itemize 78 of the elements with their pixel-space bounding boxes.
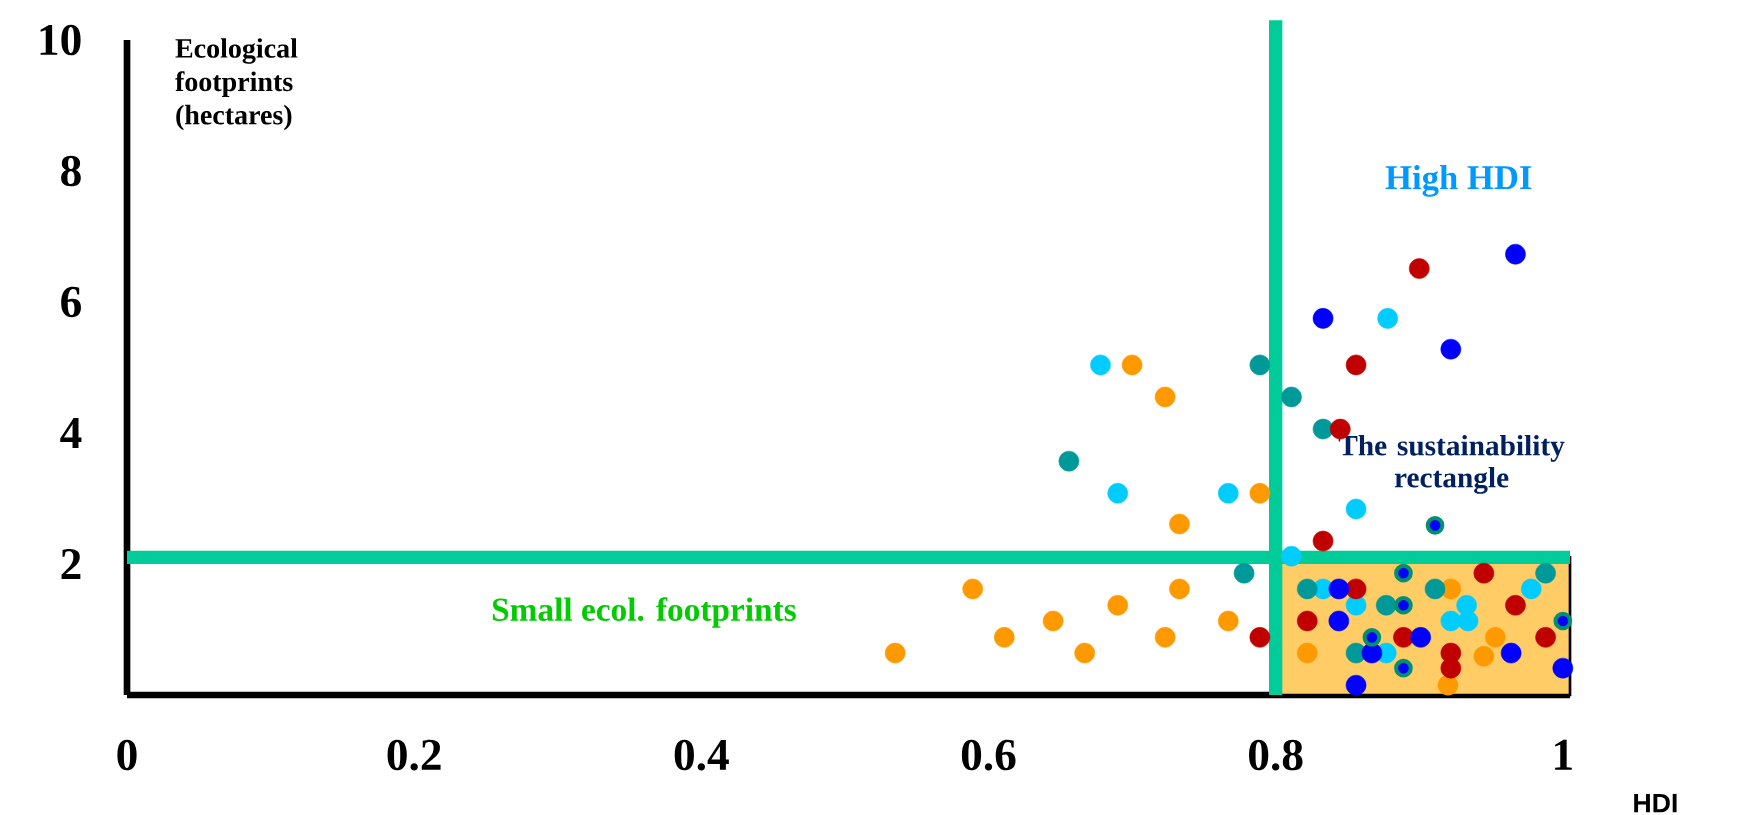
point: [1281, 545, 1302, 567]
y-tick-label: 10: [40, 24, 81, 56]
point: [1345, 578, 1367, 600]
point: [1473, 646, 1495, 667]
point: [1218, 610, 1239, 632]
point: [1345, 498, 1367, 520]
point: [1345, 674, 1367, 696]
x-tick-label: 0.2: [387, 739, 441, 771]
point: [1090, 354, 1111, 376]
point: [1281, 386, 1302, 408]
x-tick-label: 0.6: [961, 739, 1016, 771]
point: [1296, 578, 1318, 600]
y-tick-label: 6: [61, 286, 81, 318]
point: [1410, 627, 1431, 648]
point: [1107, 595, 1128, 616]
y-axis-title: Ecological footprints (hectares): [175, 38, 298, 131]
point: [1535, 562, 1556, 584]
point: [1169, 513, 1190, 535]
point: [1437, 674, 1459, 696]
band-label: The sustainability rectangle: [1338, 434, 1565, 494]
point: [1440, 657, 1462, 679]
point: [1107, 482, 1128, 504]
y-tick-label: 8: [61, 155, 81, 187]
y-tick-label: 4: [60, 418, 82, 448]
point: [1249, 627, 1271, 648]
point: [1121, 354, 1143, 376]
point: [1553, 611, 1573, 631]
ref-line-label: Small ecol. footprints: [492, 597, 796, 628]
point: [994, 627, 1015, 648]
x-axis-title: HDI: [1634, 793, 1677, 813]
point: [1377, 308, 1398, 329]
point: [1456, 595, 1477, 616]
point: [1296, 610, 1318, 632]
point: [1249, 482, 1271, 504]
point: [1058, 450, 1080, 472]
point: [1394, 563, 1413, 583]
point: [1154, 386, 1176, 408]
point: [1535, 627, 1556, 648]
point: [1328, 610, 1350, 632]
x-tick-label: 0.8: [1249, 739, 1303, 771]
point: [1473, 562, 1495, 584]
point: [1218, 482, 1239, 504]
point: [1312, 418, 1334, 440]
point: [1505, 243, 1526, 265]
x-tick-label: 0.4: [674, 739, 729, 771]
point: [1440, 338, 1462, 360]
point: [884, 642, 906, 664]
point: [1362, 628, 1382, 647]
point: [1375, 595, 1397, 616]
annotation: High HDI: [1385, 164, 1532, 197]
point: [1154, 627, 1176, 648]
point: [1520, 578, 1542, 600]
point: [1552, 657, 1574, 679]
point: [1074, 642, 1095, 664]
point: [1249, 354, 1271, 376]
point: [1425, 516, 1445, 535]
point: [1042, 610, 1064, 632]
point: [1505, 595, 1526, 616]
point: [962, 578, 983, 600]
point: [1312, 530, 1334, 552]
point: [1394, 658, 1413, 678]
point: [1500, 642, 1522, 664]
point: [1394, 595, 1413, 615]
point: [1408, 258, 1430, 279]
point: [1424, 578, 1446, 600]
point: [1296, 642, 1318, 664]
point: [1361, 642, 1383, 664]
point: [1169, 578, 1190, 600]
x-tick-label: 0: [117, 739, 137, 771]
point: [1393, 627, 1414, 648]
x-tick-label: 1: [1555, 739, 1572, 770]
y-tick-label: 2: [61, 549, 81, 580]
point: [1312, 308, 1334, 329]
point: [1345, 354, 1367, 376]
point: [1233, 562, 1255, 584]
point: [1440, 610, 1462, 632]
point: [1485, 627, 1506, 648]
point: [1328, 578, 1350, 600]
